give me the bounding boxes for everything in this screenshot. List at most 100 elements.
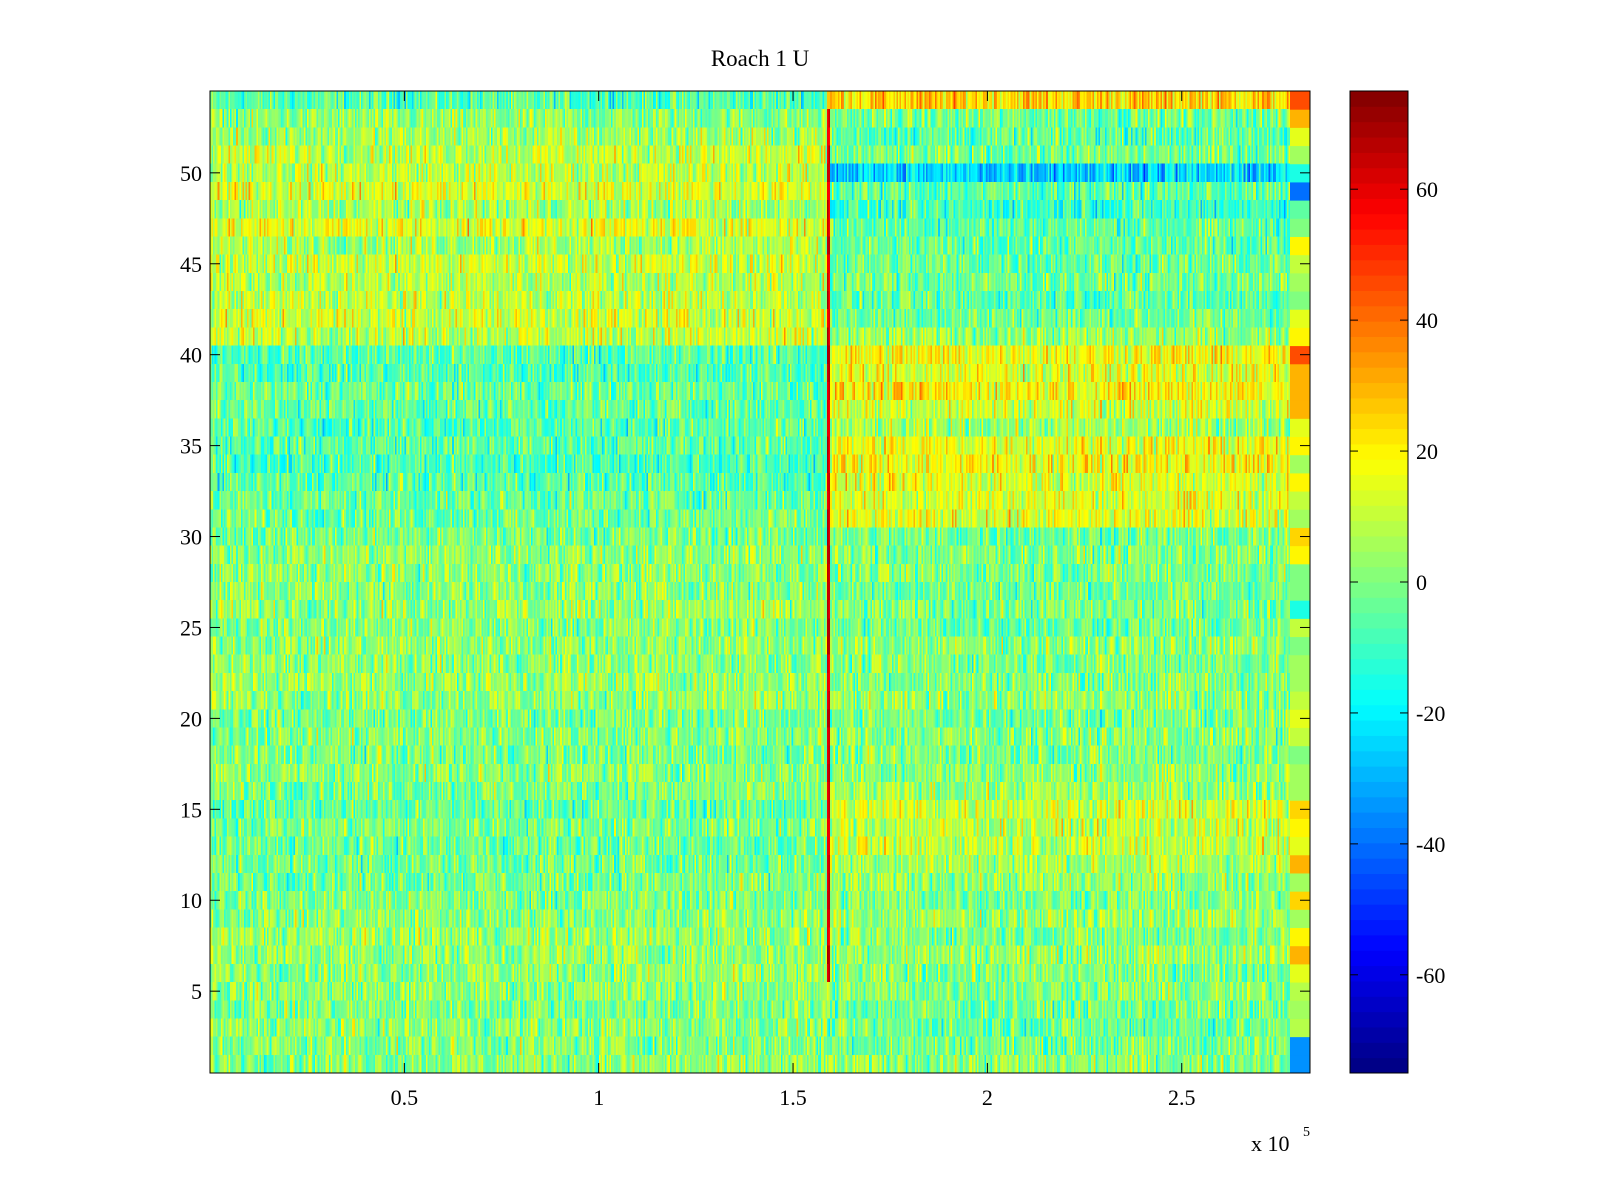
heatmap-end-cell [1290,945,1310,965]
heatmap-end-cell [1290,236,1310,256]
colorbar-swatch [1350,873,1408,890]
colorbar-tick-label: -60 [1416,963,1445,988]
y-tick-label: 45 [180,252,202,277]
colorbar-swatch [1350,229,1408,245]
colorbar-swatch [1350,106,1408,123]
colorbar-tick-label: 20 [1416,439,1438,464]
heatmap-end-cell [1290,145,1310,165]
colorbar-swatch [1350,934,1408,951]
colorbar-swatch [1350,597,1408,614]
y-tick-label: 20 [180,706,202,731]
heatmap-end-cell [1290,418,1310,438]
heatmap-row-end-cells [1290,91,1310,1074]
x-tick-label: 2 [982,1085,993,1110]
heatmap-end-cell [1290,818,1310,838]
heatmap-end-cell [1290,1036,1310,1056]
heatmap-end-cell [1290,636,1310,656]
colorbar-swatch [1350,1057,1408,1074]
colorbar-swatch [1350,321,1408,337]
colorbar-swatch [1350,980,1408,997]
plot-frame [209,90,1311,1074]
colorbar-swatch [1350,965,1408,982]
colorbar [1350,91,1408,1074]
heatmap-end-cell [1290,509,1310,528]
heatmap-end-cell [1290,691,1310,710]
colorbar-swatch [1350,674,1408,690]
colorbar-swatch [1350,904,1408,921]
heatmap-end-cell [1290,782,1310,801]
heatmap-end-cell [1290,763,1310,783]
colorbar-swatch [1350,781,1408,798]
colorbar-swatch [1350,167,1408,184]
colorbar-swatch [1350,428,1408,445]
y-tick-label: 50 [180,161,202,186]
colorbar-swatch [1350,305,1408,322]
heatmap-end-cell [1290,491,1310,510]
colorbar-swatch [1350,183,1408,199]
heatmap-end-cell [1290,927,1310,947]
heatmap-end-cell [1290,454,1310,474]
x-multiplier-base: x 10 [1251,1131,1290,1156]
heatmap-end-cell [1290,1018,1310,1038]
colorbar-swatch [1350,842,1408,859]
heatmap-end-cell [1290,127,1310,147]
colorbar-swatch [1350,275,1408,291]
colorbar-swatch [1350,612,1408,629]
heatmap-end-cell [1290,272,1310,292]
colorbar-swatch [1350,505,1408,522]
heatmap-end-cell [1290,218,1310,237]
heatmap-end-cell [1290,363,1310,383]
x-axis: 0.5 1 1.5 2 2.5 [391,91,1195,1110]
colorbar-swatch [1350,121,1408,138]
heatmap-end-cell [1290,854,1310,874]
colorbar-swatch [1350,1026,1408,1043]
chart-title: Roach 1 U [711,46,810,71]
heatmap-end-cell [1290,963,1310,983]
colorbar-swatch [1350,582,1408,598]
y-tick-label: 15 [180,797,202,822]
colorbar-swatch [1350,750,1408,767]
colorbar-swatch [1350,382,1408,399]
heatmap-end-cell [1290,181,1310,201]
colorbar-swatch [1350,950,1408,967]
colorbar-swatch [1350,290,1408,307]
colorbar-swatch [1350,919,1408,936]
heatmap-end-cell [1290,91,1310,110]
colorbar-swatch [1350,720,1408,736]
colorbar-swatch [1350,351,1408,368]
colorbar-swatch [1350,766,1408,782]
colorbar-tick-label: 60 [1416,177,1438,202]
heatmap-end-cell [1290,200,1310,219]
colorbar-swatch [1350,443,1408,460]
colorbar-swatch [1350,689,1408,706]
x-tick-label: 1 [593,1085,604,1110]
heatmap-end-cell [1290,472,1310,492]
colorbar-swatch [1350,520,1408,537]
x-tick-label: 1.5 [779,1085,807,1110]
colorbar-swatch [1350,551,1408,568]
colorbar-tick-label: 40 [1416,308,1438,333]
y-tick-label: 40 [180,343,202,368]
heatmap-end-cell [1290,909,1310,929]
y-tick-label: 10 [180,888,202,913]
y-tick-label: 5 [191,979,202,1004]
colorbar-swatch [1350,735,1408,752]
heatmap-end-cell [1290,291,1310,310]
x-tick-label: 0.5 [391,1085,419,1110]
heatmap-end-cell [1290,563,1310,583]
colorbar-swatch [1350,888,1408,905]
y-tick-label: 30 [180,525,202,550]
colorbar-swatch [1350,812,1408,828]
colorbar-swatch [1350,535,1408,552]
colorbar-swatch [1350,198,1408,215]
heatmap-end-cell [1290,745,1310,765]
heatmap-end-cell [1290,654,1310,674]
colorbar-swatch [1350,858,1408,875]
heatmap-end-cell [1290,400,1310,419]
colorbar-swatch [1350,658,1408,675]
colorbar-tick-label: -40 [1416,832,1445,857]
heatmap-end-cell [1290,381,1310,401]
heatmap-end-cell [1290,872,1310,892]
colorbar-tick-label: -20 [1416,701,1445,726]
